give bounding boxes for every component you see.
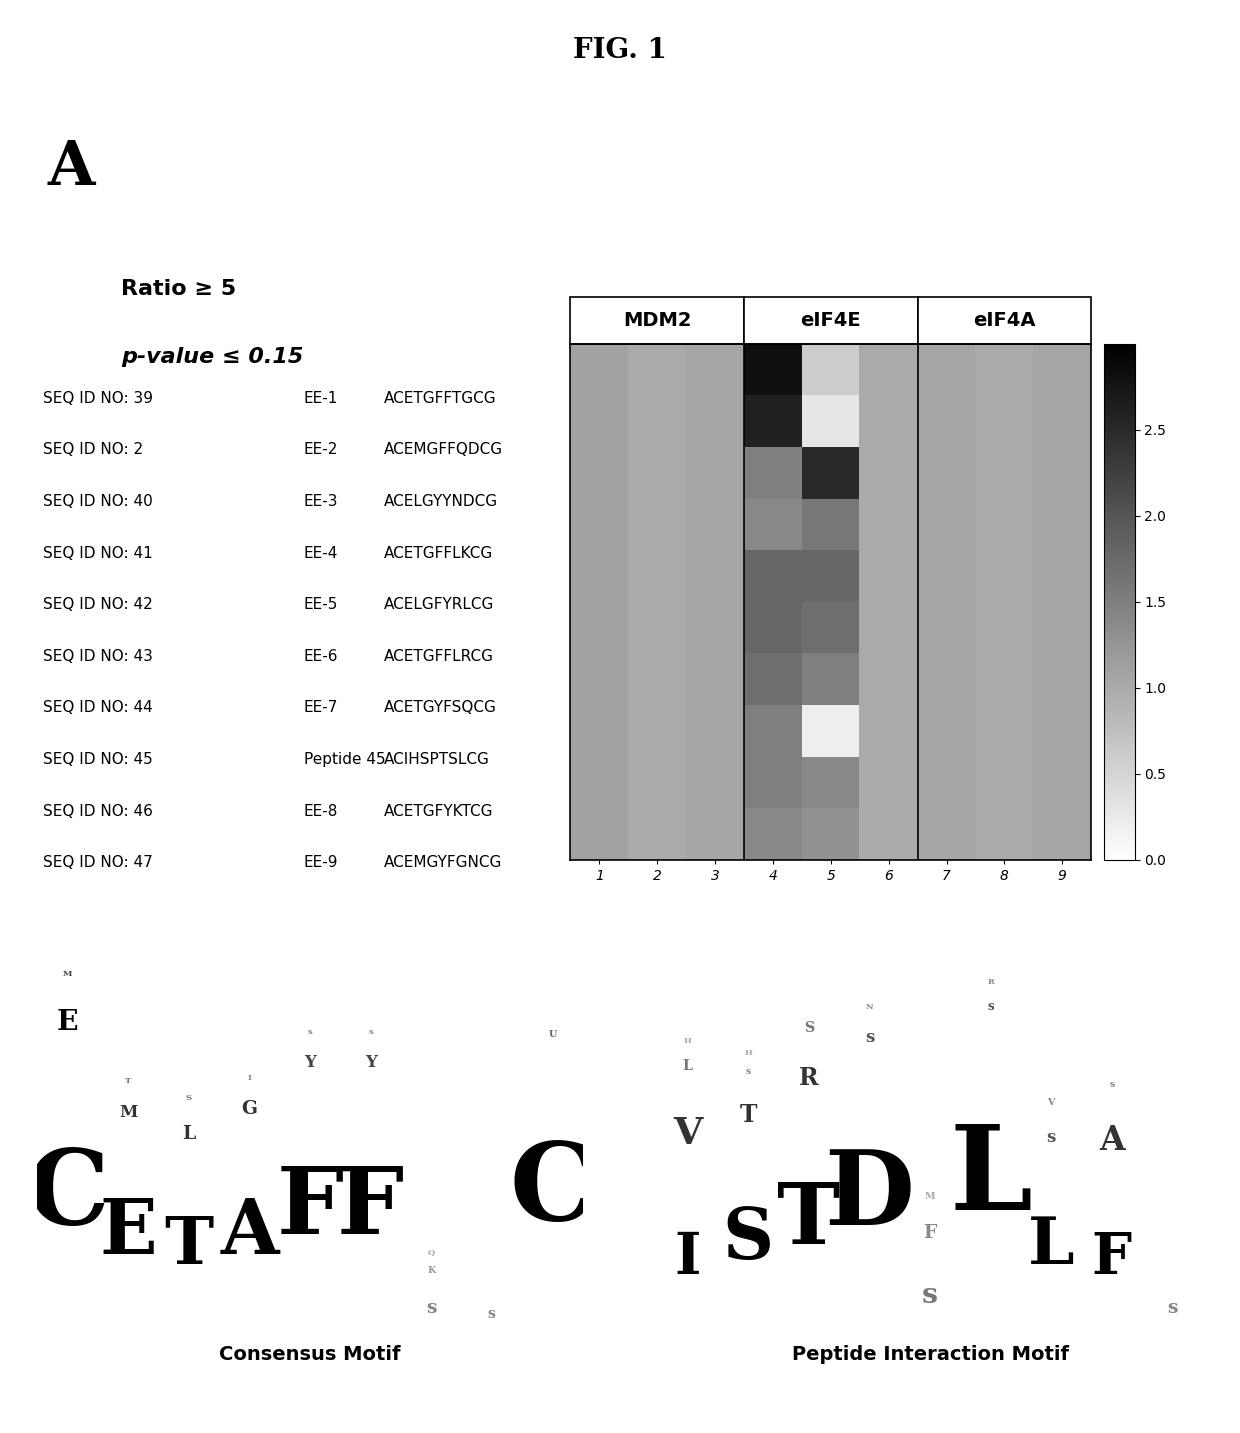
Text: SEQ ID NO: 42: SEQ ID NO: 42 — [42, 598, 153, 612]
Text: s: s — [1109, 1080, 1115, 1089]
Text: SEQ ID NO: 39: SEQ ID NO: 39 — [42, 391, 153, 406]
Text: E: E — [57, 1009, 78, 1036]
Text: EE-4: EE-4 — [304, 546, 339, 560]
Text: ACETGFFTGCG: ACETGFFTGCG — [384, 391, 496, 406]
Text: ACELGFYRLCG: ACELGFYRLCG — [384, 598, 495, 612]
Text: s: s — [308, 1027, 312, 1036]
Text: R: R — [987, 977, 994, 986]
Text: F: F — [1091, 1230, 1132, 1287]
Text: ACIHSPTSLCG: ACIHSPTSLCG — [384, 752, 490, 767]
Text: T: T — [64, 953, 71, 962]
Text: ACEMGFFQDCG: ACEMGFFQDCG — [384, 443, 503, 457]
Text: Peptide 45: Peptide 45 — [304, 752, 386, 767]
Text: eIF4E: eIF4E — [801, 311, 861, 330]
Text: p-value ≤ 0.15: p-value ≤ 0.15 — [122, 347, 304, 367]
Text: EE-2: EE-2 — [304, 443, 339, 457]
Text: FIG. 1: FIG. 1 — [573, 37, 667, 63]
Text: L: L — [182, 1125, 196, 1144]
Text: I: I — [248, 1075, 252, 1082]
Text: H: H — [744, 1049, 753, 1058]
Text: L: L — [1028, 1214, 1075, 1278]
Bar — [918, 298, 1091, 344]
Text: L: L — [682, 1059, 692, 1073]
Text: ACEMGYFGNCG: ACEMGYFGNCG — [384, 856, 502, 870]
Text: MDM2: MDM2 — [622, 311, 692, 330]
Text: Y: Y — [304, 1055, 316, 1070]
Text: E: E — [99, 1197, 157, 1270]
Text: EE-8: EE-8 — [304, 804, 339, 818]
Text: T: T — [777, 1179, 841, 1262]
Text: A: A — [221, 1197, 279, 1270]
Text: N: N — [866, 1003, 873, 1010]
Text: EE-1: EE-1 — [304, 391, 339, 406]
Text: SEQ ID NO: 45: SEQ ID NO: 45 — [42, 752, 153, 767]
Text: Q: Q — [428, 1248, 435, 1255]
Text: s: s — [427, 1298, 436, 1317]
Text: s: s — [487, 1307, 496, 1321]
Bar — [744, 298, 918, 344]
Text: ACETGYFSQCG: ACETGYFSQCG — [384, 701, 497, 715]
Text: M: M — [63, 970, 72, 977]
Text: C: C — [26, 1145, 109, 1247]
Text: eIF4A: eIF4A — [973, 311, 1035, 330]
Text: S: S — [804, 1022, 813, 1036]
Text: Ratio ≥ 5: Ratio ≥ 5 — [122, 279, 236, 299]
Text: S: S — [723, 1205, 774, 1274]
Text: U: U — [548, 1030, 557, 1039]
Text: SEQ ID NO: 46: SEQ ID NO: 46 — [42, 804, 153, 818]
Text: SEQ ID NO: 44: SEQ ID NO: 44 — [42, 701, 153, 715]
Text: s: s — [745, 1068, 751, 1076]
Text: SEQ ID NO: 47: SEQ ID NO: 47 — [42, 856, 153, 870]
Text: M: M — [925, 1192, 935, 1201]
Text: T: T — [739, 1103, 756, 1128]
Text: A: A — [47, 138, 94, 198]
Text: ACETGFYKTCG: ACETGFYKTCG — [384, 804, 494, 818]
Text: SEQ ID NO: 43: SEQ ID NO: 43 — [42, 649, 153, 663]
Text: s: s — [1047, 1129, 1056, 1145]
Text: F: F — [277, 1164, 343, 1254]
Text: SEQ ID NO: 2: SEQ ID NO: 2 — [42, 443, 143, 457]
Text: F: F — [924, 1224, 936, 1242]
Text: C: C — [510, 1136, 595, 1242]
Text: F: F — [337, 1164, 404, 1254]
Text: EE-7: EE-7 — [304, 701, 339, 715]
Text: T: T — [164, 1214, 213, 1278]
Text: EE-9: EE-9 — [304, 856, 339, 870]
Text: L: L — [949, 1121, 1032, 1235]
Text: EE-3: EE-3 — [304, 494, 339, 509]
Text: D: D — [825, 1145, 914, 1247]
Text: ACELGYYNDCG: ACELGYYNDCG — [384, 494, 498, 509]
Text: H: H — [683, 1037, 692, 1045]
Text: R: R — [799, 1066, 818, 1091]
Text: A: A — [1099, 1123, 1125, 1156]
Text: ACETGFFLKCG: ACETGFFLKCG — [384, 546, 494, 560]
Text: s: s — [987, 1000, 994, 1013]
Text: s: s — [1167, 1298, 1178, 1317]
Text: s: s — [368, 1027, 373, 1036]
Text: s: s — [923, 1283, 937, 1308]
Text: K: K — [427, 1267, 435, 1275]
Text: EE-5: EE-5 — [304, 598, 339, 612]
Text: s: s — [864, 1029, 874, 1046]
Text: T: T — [125, 1078, 131, 1085]
Text: Consensus Motif: Consensus Motif — [219, 1344, 401, 1364]
Text: V: V — [1048, 1099, 1055, 1108]
Text: S: S — [186, 1093, 192, 1102]
Text: Y: Y — [365, 1055, 377, 1070]
Text: Peptide Interaction Motif: Peptide Interaction Motif — [791, 1344, 1069, 1364]
Text: M: M — [119, 1103, 138, 1121]
Text: V: V — [673, 1115, 702, 1152]
Text: SEQ ID NO: 40: SEQ ID NO: 40 — [42, 494, 153, 509]
Text: EE-6: EE-6 — [304, 649, 339, 663]
Bar — [570, 298, 744, 344]
Text: ACETGFFLRCG: ACETGFFLRCG — [384, 649, 494, 663]
Text: I: I — [675, 1230, 701, 1287]
Text: SEQ ID NO: 41: SEQ ID NO: 41 — [42, 546, 153, 560]
Text: G: G — [242, 1101, 258, 1118]
